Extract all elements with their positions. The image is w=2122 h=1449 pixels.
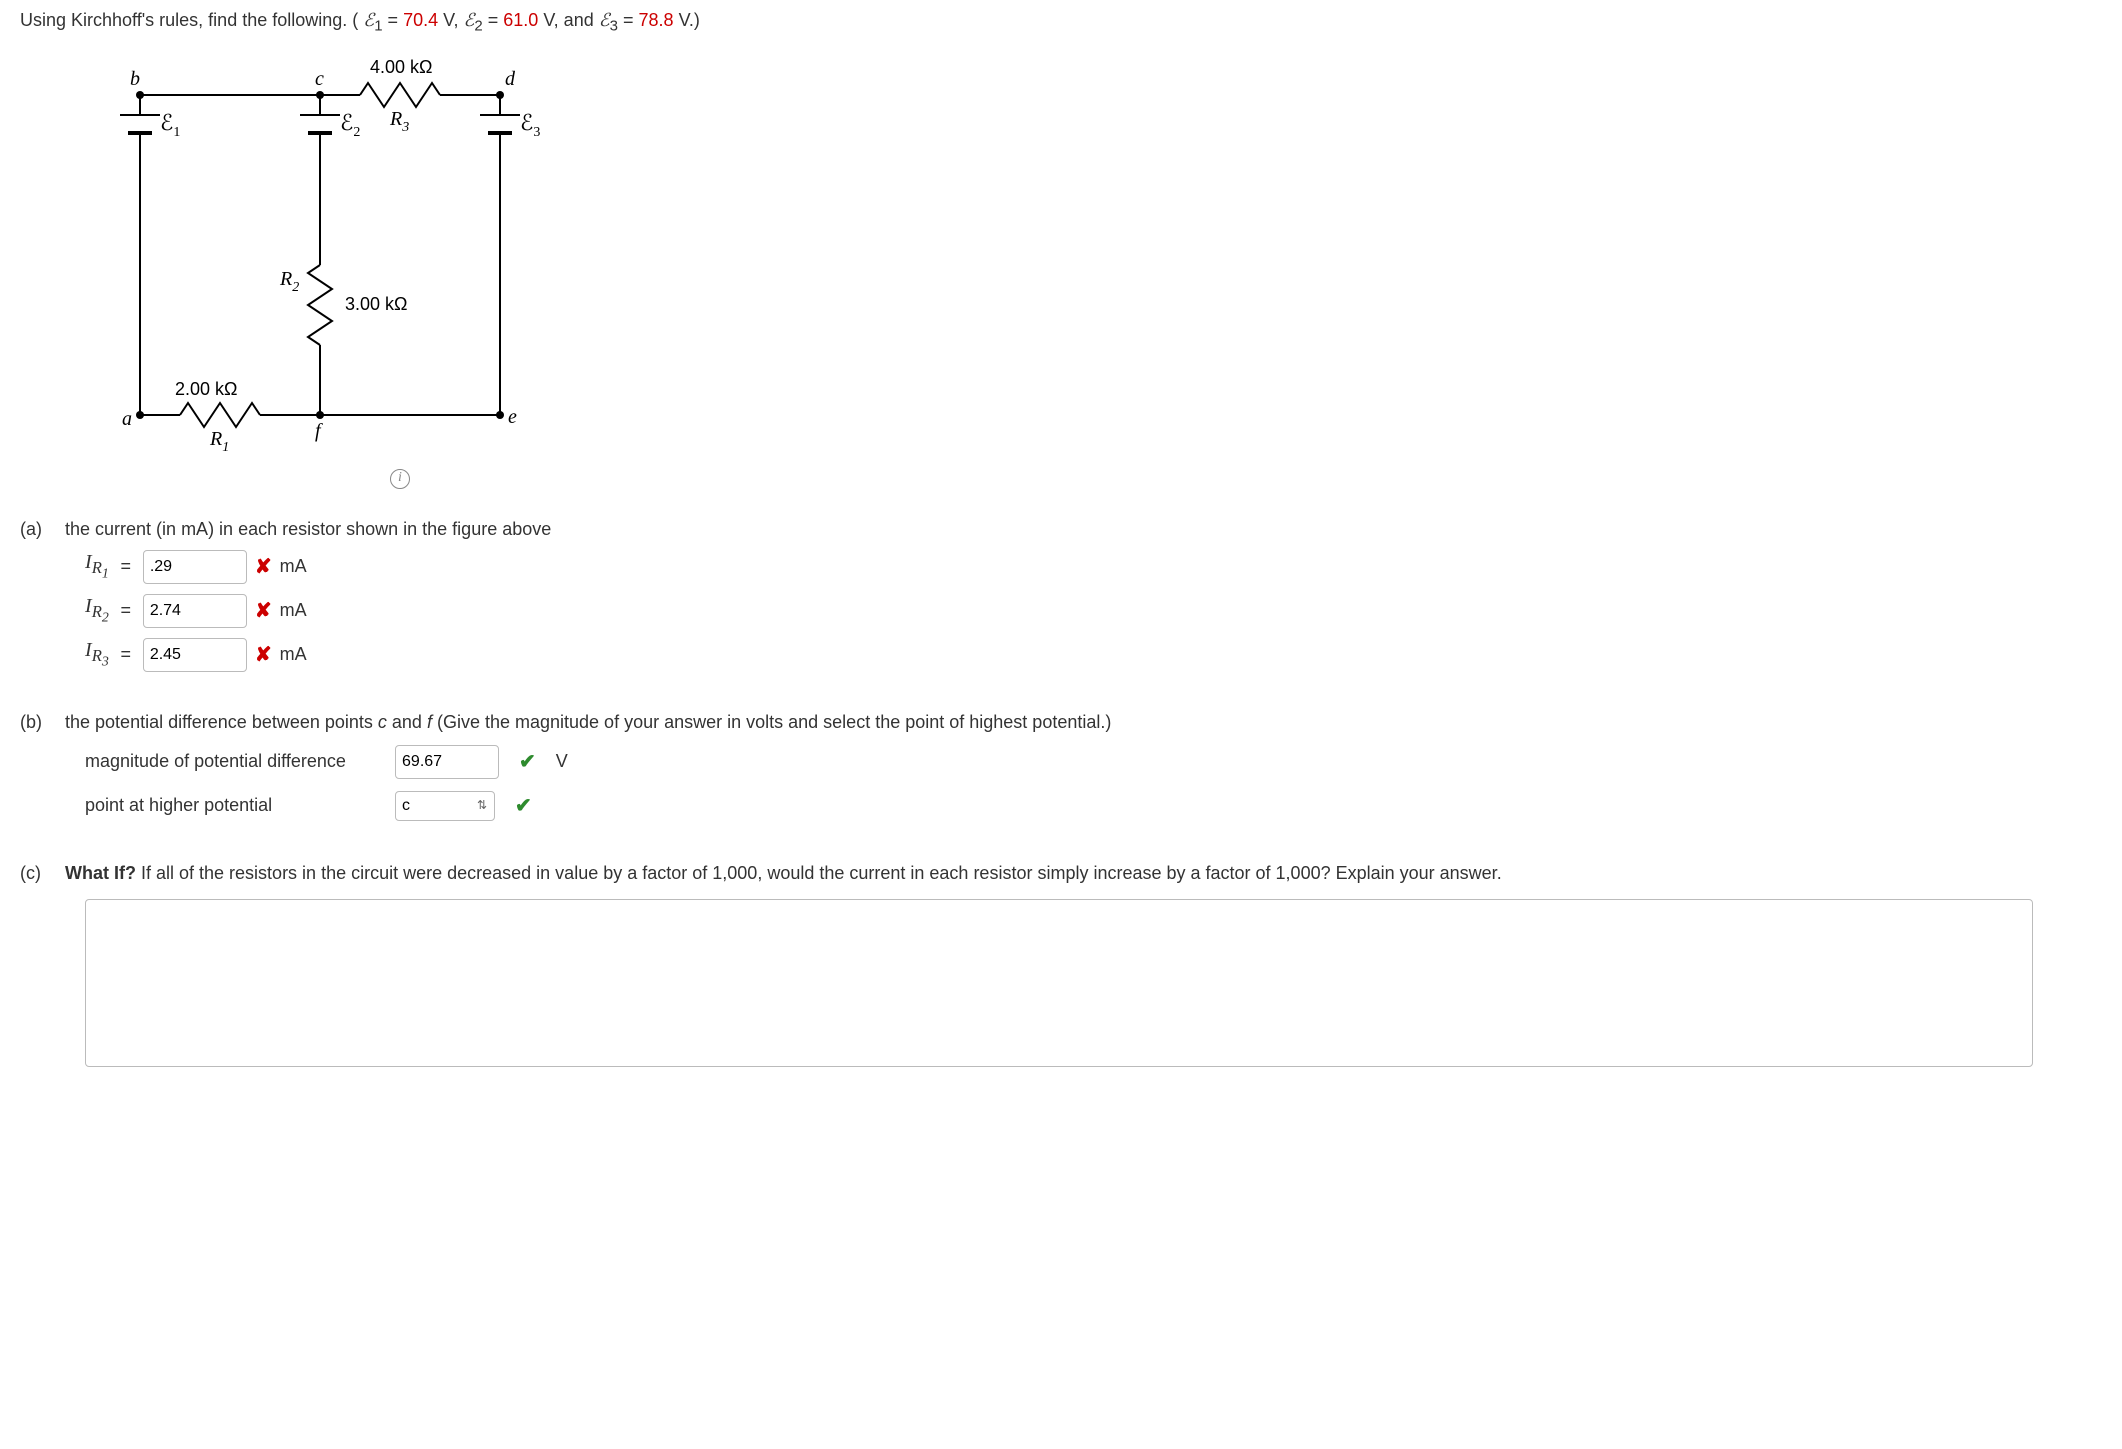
svg-text:ℰ2: ℰ2 xyxy=(340,110,360,140)
x-icon: ✘ xyxy=(255,598,272,623)
unit: mA xyxy=(280,600,307,621)
r1-name: R xyxy=(209,428,222,450)
part-b-row2-label: point at higher potential xyxy=(85,795,375,816)
e2-val: 61.0 xyxy=(503,10,538,30)
equals: = xyxy=(117,644,135,665)
svg-text:ℰ1: ℰ1 xyxy=(160,110,180,140)
check-icon: ✔ xyxy=(519,749,536,774)
node-c: c xyxy=(315,68,324,90)
part-b-and: and xyxy=(387,712,427,732)
part-b-ptc: c xyxy=(378,712,387,732)
header-prefix: Using Kirchhoff's rules, find the follow… xyxy=(20,10,358,30)
unit: mA xyxy=(280,644,307,665)
e1-val: 70.4 xyxy=(403,10,438,30)
node-b: b xyxy=(130,68,140,90)
eq3: = xyxy=(623,10,639,30)
e3-sym: ℰ xyxy=(599,10,610,30)
e1-circ-sub: 1 xyxy=(173,125,180,140)
x-icon: ✘ xyxy=(255,642,272,667)
node-f: f xyxy=(315,420,323,442)
part-b-before: the potential difference between points xyxy=(65,712,378,732)
info-icon[interactable]: i xyxy=(390,469,410,489)
svg-text:ℰ3: ℰ3 xyxy=(520,110,540,140)
answer-row-r3: IR3 = ✘ mA xyxy=(85,638,2097,672)
svg-text:R2: R2 xyxy=(279,268,299,295)
question-header: Using Kirchhoff's rules, find the follow… xyxy=(20,10,2102,35)
r3-name: R xyxy=(389,108,402,130)
explain-textarea[interactable] xyxy=(85,899,2033,1067)
what-if: What If? xyxy=(65,863,136,883)
x-icon: ✘ xyxy=(255,554,272,579)
node-d: d xyxy=(505,68,516,90)
ivar: IR1 xyxy=(85,551,109,582)
ivar: IR2 xyxy=(85,595,109,626)
part-b-text: the potential difference between points … xyxy=(65,712,2097,733)
r2-value: 3.00 kΩ xyxy=(345,294,408,314)
eq2: = xyxy=(488,10,504,30)
e2-circ-sub: 2 xyxy=(353,125,360,140)
r2-sub: 2 xyxy=(292,280,299,295)
part-b-after: (Give the magnitude of your answer in vo… xyxy=(432,712,1111,732)
header-suffix: V.) xyxy=(679,10,700,30)
equals: = xyxy=(117,600,135,621)
current-input-r2[interactable] xyxy=(143,594,247,628)
answer-row-r1: IR1 = ✘ mA xyxy=(85,550,2097,584)
part-a-text: the current (in mA) in each resistor sho… xyxy=(65,519,2097,540)
part-a: (a) the current (in mA) in each resistor… xyxy=(20,519,2102,682)
and-txt: V, and xyxy=(543,10,598,30)
e2-sym: ℰ xyxy=(463,10,474,30)
part-b-row1-label: magnitude of potential difference xyxy=(85,751,375,772)
part-b-label: (b) xyxy=(20,712,60,733)
part-a-label: (a) xyxy=(20,519,60,540)
part-c: (c) What If? If all of the resistors in … xyxy=(20,863,2102,1072)
r2-name: R xyxy=(279,268,292,290)
node-a: a xyxy=(122,408,132,430)
e2-circ: ℰ xyxy=(340,110,353,135)
e2-sub: 2 xyxy=(474,18,482,35)
part-c-label: (c) xyxy=(20,863,60,884)
current-input-r3[interactable] xyxy=(143,638,247,672)
svg-text:R3: R3 xyxy=(389,108,409,135)
e3-circ: ℰ xyxy=(520,110,533,135)
part-c-text: What If? If all of the resistors in the … xyxy=(65,863,2097,884)
e3-val: 78.8 xyxy=(639,10,674,30)
point-select[interactable]: c xyxy=(395,791,495,821)
e3-circ-sub: 3 xyxy=(533,125,540,140)
part-c-body: If all of the resistors in the circuit w… xyxy=(136,863,1502,883)
e1-sym: ℰ xyxy=(363,10,374,30)
node-e: e xyxy=(508,406,517,428)
vunit1: V, xyxy=(443,10,463,30)
magnitude-input[interactable] xyxy=(395,745,499,779)
unit: mA xyxy=(280,556,307,577)
r1-sub: 1 xyxy=(222,440,229,455)
volt-unit: V xyxy=(556,751,568,772)
current-input-r1[interactable] xyxy=(143,550,247,584)
ivar: IR3 xyxy=(85,639,109,670)
r3-sub: 3 xyxy=(401,120,409,135)
equals: = xyxy=(117,556,135,577)
circuit-diagram: b c d 4.00 kΩ R3 ℰ1 ℰ2 R2 3.00 kΩ ℰ3 a f… xyxy=(100,55,580,455)
r3-value: 4.00 kΩ xyxy=(370,57,433,77)
e1-sub: 1 xyxy=(374,18,382,35)
e3-sub: 3 xyxy=(610,18,618,35)
svg-text:R1: R1 xyxy=(209,428,229,455)
part-b: (b) the potential difference between poi… xyxy=(20,712,2102,833)
eq1: = xyxy=(388,10,404,30)
r1-value: 2.00 kΩ xyxy=(175,379,238,399)
check-icon: ✔ xyxy=(515,793,532,818)
answer-row-r2: IR2 = ✘ mA xyxy=(85,594,2097,628)
e1-circ: ℰ xyxy=(160,110,173,135)
